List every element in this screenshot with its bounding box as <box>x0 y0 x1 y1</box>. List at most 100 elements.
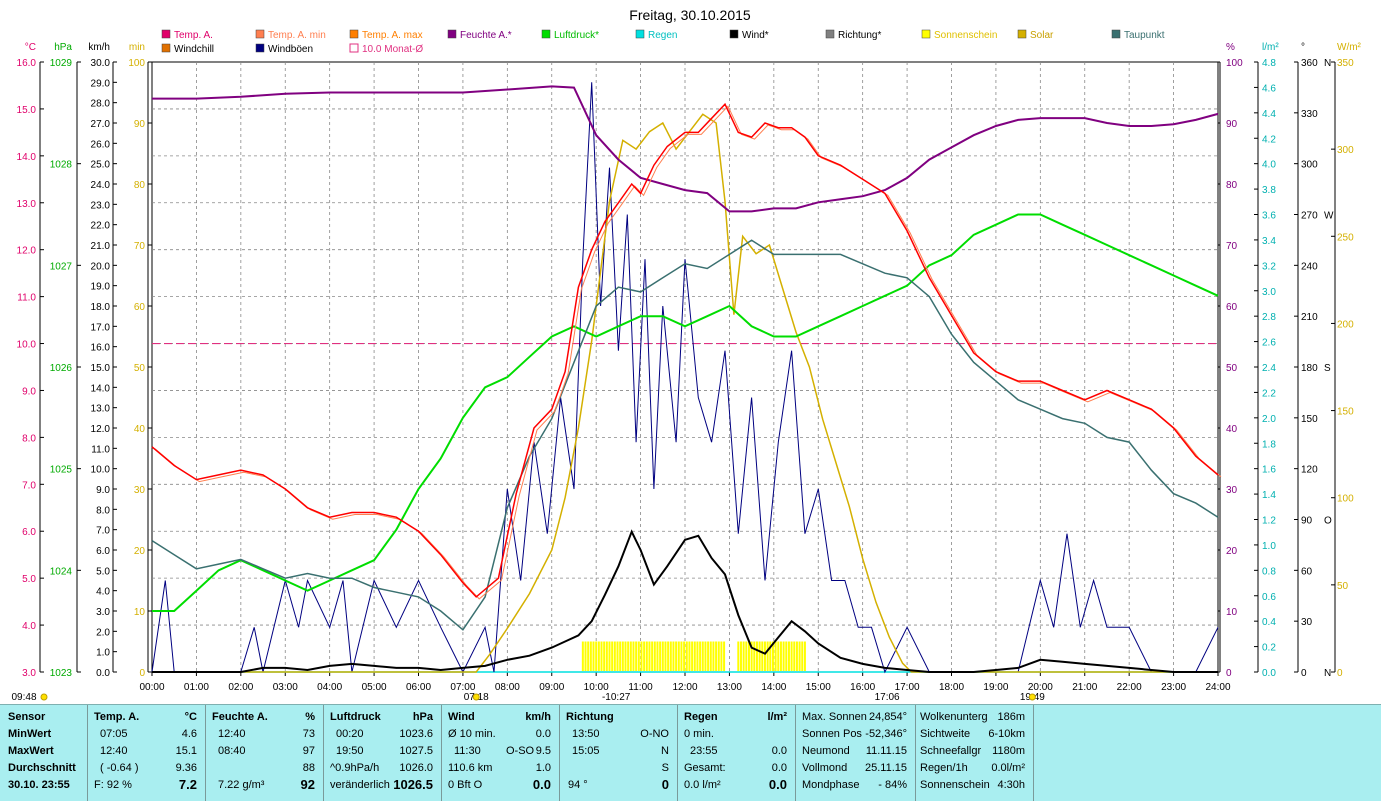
direction-label: S <box>1324 363 1331 374</box>
temp-max-time: 12:40 <box>100 745 128 757</box>
temp-unit: °C <box>184 711 197 723</box>
x-tick-label: 10:00 <box>584 682 609 693</box>
series-taupunkt <box>151 239 1219 631</box>
lm2-axis-tick-label: 2.2 <box>1262 388 1276 399</box>
astro-label-0: Max. Sonnen <box>802 711 867 723</box>
pressure-header: Luftdruck <box>330 711 381 723</box>
wm2-axis-tick-label: 0 <box>1337 668 1343 679</box>
lm2-axis-tick-label: 0.4 <box>1262 617 1276 628</box>
astro-label-2: Neumond <box>802 745 850 757</box>
astro-value-0: 24,854° <box>868 711 907 723</box>
deg-axis-tick-label: 60 <box>1301 566 1313 577</box>
pressure-max-time: 19:50 <box>336 745 364 757</box>
kmh-axis-tick-label: 16.0 <box>91 343 111 354</box>
legend-label: Temp. A. max <box>362 30 423 41</box>
sun-icon <box>472 693 480 701</box>
lm2-axis-tick-label: 3.0 <box>1262 287 1276 298</box>
chart-title: Freitag, 30.10.2015 <box>629 7 751 23</box>
direction-label: W <box>1324 211 1334 222</box>
min-axis-tick-label: 40 <box>134 424 146 435</box>
pressure-max-value: 1027.5 <box>399 745 433 757</box>
temp-now-humidity: F: 92 % <box>94 779 132 791</box>
percent-axis-tick-label: 70 <box>1226 241 1238 252</box>
kmh-axis-tick-label: 27.0 <box>91 119 111 130</box>
kmh-axis-unit: km/h <box>88 42 110 53</box>
lm2-axis-tick-label: 1.6 <box>1262 465 1276 476</box>
astro-label-4: Mondphase <box>802 779 860 791</box>
series-feuchte <box>152 85 1219 213</box>
legend-swatch <box>1111 29 1121 39</box>
kmh-axis-tick-label: 19.0 <box>91 282 111 293</box>
celsius-axis-tick-label: 8.0 <box>22 433 36 444</box>
kmh-axis-tick-label: 29.0 <box>91 78 111 89</box>
pressure-avg-value: 1026.0 <box>399 762 433 774</box>
misc-label-2: Schneefallgr <box>920 745 982 757</box>
legend-swatch <box>161 43 171 53</box>
kmh-axis-tick-label: 30.0 <box>91 58 111 69</box>
legend-swatch <box>349 43 359 53</box>
astro-value-2: 11.11.15 <box>865 745 907 757</box>
percent-axis-tick-label: 40 <box>1226 424 1238 435</box>
min-axis-tick-label: 50 <box>134 363 146 374</box>
x-tick-label: 24:00 <box>1205 682 1230 693</box>
kmh-axis-tick-label: 6.0 <box>96 546 110 557</box>
wind-avg-value: 0.0 <box>535 728 551 740</box>
legend-swatch <box>825 29 835 39</box>
legend-label: Solar <box>1030 30 1054 41</box>
wind-max-time: 11:30 <box>454 745 481 757</box>
wind-avg-label: Ø 10 min. <box>448 728 496 740</box>
x-tick-label: 05:00 <box>362 682 387 693</box>
hpa-axis-tick-label: 1025 <box>50 465 73 476</box>
legend-swatch <box>921 29 931 39</box>
x-tick-label: 06:00 <box>406 682 431 693</box>
wind-header: Wind <box>448 711 475 723</box>
direction-label: N <box>1324 668 1331 679</box>
kmh-axis-tick-label: 25.0 <box>91 160 111 171</box>
deg-axis-tick-label: 0 <box>1301 668 1307 679</box>
wind-now-value: 0.0 <box>532 777 551 792</box>
wind-distance: 110.6 km <box>448 762 493 774</box>
row-label-min: MinWert <box>8 728 52 740</box>
x-tick-label: 04:00 <box>317 682 342 693</box>
misc-label-1: Sichtweite <box>920 728 971 740</box>
x-tick-label: 01:00 <box>184 682 209 693</box>
stats-panel: Sensor MinWert MaxWert Durchschnitt 30.1… <box>0 704 1381 801</box>
lm2-axis-tick-label: 0.6 <box>1262 592 1276 603</box>
humidity-now-absolute: 7.22 g/m³ <box>218 779 265 791</box>
legend-swatch <box>255 43 265 53</box>
humidity-unit: % <box>305 711 315 723</box>
astro-label-1: Sonnen Pos <box>802 728 862 740</box>
x-tick-label: 12:00 <box>672 682 697 693</box>
hpa-axis-tick-label: 1028 <box>50 160 73 171</box>
direction-r1-value: O-NO <box>640 728 669 740</box>
kmh-axis-tick-label: 0.0 <box>96 668 110 679</box>
weather-chart: Freitag, 30.10.2015 Temp. A. Temp. A. min… <box>11 7 1361 703</box>
deg-axis-tick-label: 150 <box>1301 414 1318 425</box>
rain-time: 23:55 <box>690 745 718 757</box>
celsius-axis-tick-label: 9.0 <box>22 386 36 397</box>
humidity-now-value: 92 <box>300 777 315 792</box>
kmh-axis-tick-label: 17.0 <box>91 322 111 333</box>
sensor-column: Sensor MinWert MaxWert Durchschnitt 30.1… <box>0 705 88 801</box>
direction-r2-value: N <box>661 745 669 757</box>
x-tick-label: 14:00 <box>761 682 786 693</box>
kmh-axis-tick-label: 7.0 <box>96 526 110 537</box>
rain-now-value: 0.0 <box>768 777 787 792</box>
misc-value-4: 4:30h <box>997 779 1025 791</box>
misc-label-3: Regen/1h <box>920 762 968 774</box>
rain-rate: 0.0 l/m² <box>684 779 721 791</box>
astro-value-3: 25.11.15 <box>864 762 907 774</box>
legend-swatch <box>161 29 171 39</box>
percent-axis-tick-label: 20 <box>1226 546 1238 557</box>
deg-axis-tick-label: 270 <box>1301 211 1318 222</box>
humidity-max-time: 08:40 <box>218 745 246 757</box>
direction-r2-time: 15:05 <box>572 745 600 757</box>
wm2-axis-tick-label: 150 <box>1337 407 1354 418</box>
x-tick-label: 20:00 <box>1028 682 1053 693</box>
lm2-axis-tick-label: 1.8 <box>1262 439 1276 450</box>
kmh-axis-tick-label: 14.0 <box>91 383 111 394</box>
deg-axis-tick-label: 210 <box>1301 312 1318 323</box>
celsius-axis-tick-label: 6.0 <box>22 527 36 538</box>
lm2-axis-tick-label: 4.0 <box>1262 160 1276 171</box>
lm2-axis-tick-label: 3.8 <box>1262 185 1276 196</box>
